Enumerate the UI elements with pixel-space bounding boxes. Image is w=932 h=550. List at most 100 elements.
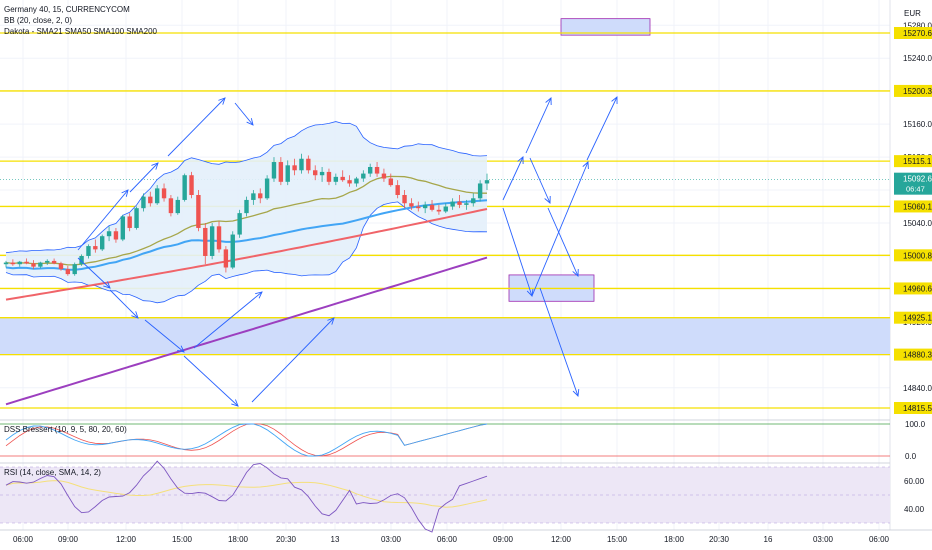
candle-body: [120, 216, 126, 240]
candle-body: [106, 231, 112, 237]
arrow-head-8: [231, 399, 239, 407]
level-tag-5: 14960.6: [903, 284, 932, 293]
dss-legend: DSS Bressert (10, 9, 5, 80, 20, 60): [4, 424, 127, 435]
support-zone: [0, 317, 890, 355]
candle-body: [244, 199, 249, 214]
candle-body: [367, 166, 373, 174]
arrow-10: [502, 156, 524, 201]
dss-tick-0: 100.0: [905, 420, 926, 429]
candle-body: [72, 264, 77, 275]
candle-body: [395, 185, 400, 195]
candle-body: [278, 162, 284, 182]
zones: [0, 18, 890, 355]
level-tag-2: 15115.1: [903, 157, 932, 166]
candle-body: [189, 175, 194, 195]
candle-body: [154, 188, 160, 204]
arrow-head-15: [611, 96, 618, 105]
arrow-7: [193, 291, 263, 349]
price-tick-1: 15240.0: [903, 54, 932, 63]
arrow-8: [183, 355, 239, 407]
sma200-line: [5, 256, 488, 406]
candle-body: [51, 260, 57, 264]
candle-body: [313, 170, 318, 176]
level-tag-8: 14815.5: [903, 404, 932, 413]
drawing-arrows: [77, 96, 618, 407]
price-tag-countdown: 06:47: [906, 185, 925, 194]
dss-line: [5, 423, 488, 457]
candle-body: [216, 226, 222, 250]
candle-body: [10, 262, 16, 265]
symbol-title: Germany 40, 15, CURRENCYCOM: [4, 5, 130, 14]
level-tag-bg-4: [894, 249, 932, 262]
candle-body: [416, 206, 421, 209]
level-tag-0: 15270.6: [903, 29, 932, 38]
candle-body: [168, 198, 174, 214]
candle-body: [209, 226, 215, 256]
arrow-16: [547, 207, 579, 277]
candle-body: [141, 196, 146, 209]
candle-body: [31, 263, 36, 267]
level-tag-bg-6: [894, 311, 932, 324]
time-tick-16: 06:00: [869, 535, 890, 544]
candle-body: [17, 261, 22, 265]
arrow-head-14: [582, 161, 589, 170]
sma21-line: [5, 175, 487, 266]
arrow-15: [586, 96, 618, 161]
candle-body: [409, 203, 414, 207]
candle-body: [24, 261, 29, 264]
level-tag-3: 15060.1: [903, 202, 932, 211]
dss-pane: 100.0 0.0: [0, 420, 926, 461]
time-tick-12: 18:00: [664, 535, 685, 544]
candle-body: [65, 269, 71, 275]
sma100-line: [5, 208, 488, 301]
candle-body: [299, 158, 304, 171]
candle-body: [484, 180, 490, 184]
level-tag-7: 14880.3: [903, 351, 932, 360]
time-tick-7: 03:00: [381, 535, 402, 544]
price-tick-6: 15040.0: [903, 219, 932, 228]
rsi-ma: [5, 480, 488, 508]
candle-body: [175, 199, 180, 214]
time-tick-14: 16: [764, 535, 773, 544]
rsi-tick-1: 40.00: [904, 505, 925, 514]
candle-body: [93, 246, 98, 250]
price-tick-3: 15160.0: [903, 120, 932, 129]
price-tag-bg: [894, 172, 932, 195]
sma-legend: Dakota - SMA21 SMA50 SMA100 SMA200: [4, 27, 157, 36]
bb-legend: BB (20, close, 2, 0): [4, 16, 73, 25]
arrow-head-12: [544, 195, 551, 204]
candle-body: [79, 255, 84, 265]
candle-body: [86, 246, 91, 256]
time-tick-8: 06:00: [437, 535, 458, 544]
candle-body: [292, 165, 297, 171]
arrow-head-5: [131, 311, 139, 319]
time-tick-6: 13: [331, 535, 340, 544]
moving-averages: [5, 175, 488, 406]
arrow-head-6: [177, 345, 185, 353]
candle-body: [436, 209, 442, 212]
time-tick-9: 09:00: [493, 535, 514, 544]
candle-body: [464, 203, 469, 205]
candle-body: [100, 236, 105, 250]
arrow-head-2: [218, 97, 226, 105]
level-tag-bg-5: [894, 282, 932, 295]
time-axis: 06:00 09:00 12:00 15:00 18:00 20:30 13 03:00 06:…: [13, 535, 890, 544]
level-tag-4: 15000.8: [903, 251, 932, 260]
candle-body: [45, 260, 50, 263]
candle-body: [196, 194, 201, 228]
candles: [3, 153, 490, 276]
candle-body: [361, 173, 366, 179]
candle-body: [471, 198, 476, 204]
time-tick-11: 15:00: [607, 535, 628, 544]
level-tag-bg-8: [894, 402, 932, 414]
rsi-legend: RSI (14, close, SMA, 14, 2): [4, 467, 101, 478]
main-legend: Germany 40, 15, CURRENCYCOM BB (20, clos…: [4, 4, 157, 37]
candle-body: [127, 216, 132, 228]
rsi-line: [5, 460, 488, 533]
arrow-head-16: [572, 268, 579, 277]
candle-body: [161, 188, 167, 199]
candle-body: [38, 262, 43, 267]
time-tick-3: 15:00: [172, 535, 193, 544]
dss-label: DSS Bressert (10, 9, 5, 80, 20, 60): [4, 425, 127, 434]
